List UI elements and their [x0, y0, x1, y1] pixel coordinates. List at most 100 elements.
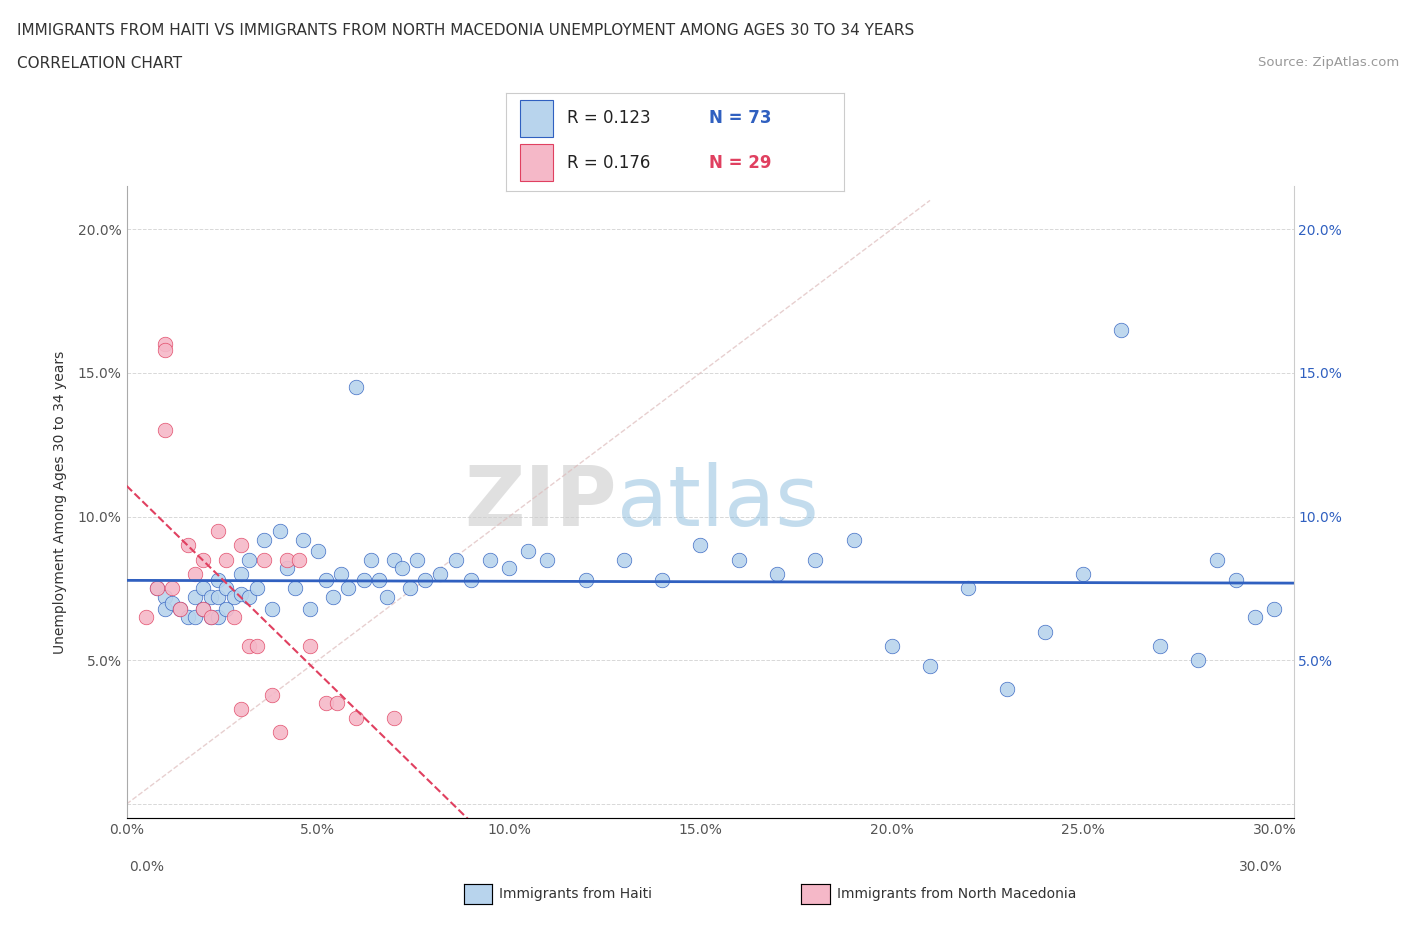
Point: [382, 552, 405, 567]
Point: [153, 601, 176, 616]
Point: [169, 601, 191, 616]
Text: 30.0%: 30.0%: [1239, 860, 1282, 874]
Point: [1225, 572, 1247, 587]
Point: [207, 590, 229, 604]
Point: [276, 561, 298, 576]
Point: [215, 552, 238, 567]
Point: [253, 532, 276, 547]
Point: [146, 581, 169, 596]
Point: [162, 595, 184, 610]
FancyBboxPatch shape: [520, 100, 554, 137]
Point: [315, 572, 337, 587]
Point: [231, 587, 253, 602]
Point: [1244, 610, 1267, 625]
Point: [444, 552, 467, 567]
Point: [406, 552, 429, 567]
Point: [231, 566, 253, 581]
Text: atlas: atlas: [617, 461, 818, 543]
Point: [429, 566, 451, 581]
Point: [880, 639, 903, 654]
Point: [291, 532, 314, 547]
Point: [269, 724, 291, 739]
Point: [344, 711, 367, 725]
Point: [460, 572, 482, 587]
Point: [1187, 653, 1209, 668]
Point: [727, 552, 749, 567]
Text: Immigrants from Haiti: Immigrants from Haiti: [499, 886, 652, 901]
Text: Immigrants from North Macedonia: Immigrants from North Macedonia: [837, 886, 1076, 901]
Point: [299, 639, 322, 654]
Point: [200, 610, 222, 625]
Point: [575, 572, 598, 587]
Point: [766, 566, 789, 581]
Point: [382, 711, 405, 725]
Point: [689, 538, 711, 552]
Point: [135, 610, 157, 625]
Point: [207, 524, 229, 538]
Point: [207, 572, 229, 587]
Point: [353, 572, 375, 587]
Point: [231, 538, 253, 552]
Point: [215, 601, 238, 616]
Point: [191, 601, 214, 616]
Point: [191, 581, 214, 596]
Point: [260, 601, 283, 616]
Point: [375, 590, 398, 604]
Point: [238, 552, 260, 567]
Text: 0.0%: 0.0%: [129, 860, 165, 874]
Text: Source: ZipAtlas.com: Source: ZipAtlas.com: [1258, 56, 1399, 69]
Point: [222, 610, 245, 625]
Point: [413, 572, 436, 587]
Point: [918, 658, 941, 673]
Point: [215, 581, 238, 596]
Point: [536, 552, 558, 567]
Point: [238, 639, 260, 654]
Point: [517, 544, 540, 559]
Point: [329, 566, 352, 581]
Point: [238, 590, 260, 604]
Point: [207, 610, 229, 625]
Point: [153, 337, 176, 352]
Point: [1149, 639, 1171, 654]
Point: [246, 581, 269, 596]
Point: [200, 610, 222, 625]
Y-axis label: Unemployment Among Ages 30 to 34 years: Unemployment Among Ages 30 to 34 years: [52, 351, 66, 654]
Point: [1111, 323, 1133, 338]
Point: [231, 702, 253, 717]
Text: CORRELATION CHART: CORRELATION CHART: [17, 56, 181, 71]
Text: R = 0.123: R = 0.123: [567, 110, 651, 127]
Point: [842, 532, 865, 547]
Point: [1206, 552, 1229, 567]
Point: [222, 590, 245, 604]
Point: [246, 639, 269, 654]
FancyBboxPatch shape: [520, 144, 554, 180]
Point: [326, 696, 349, 711]
Point: [177, 538, 200, 552]
Point: [284, 581, 307, 596]
Point: [177, 610, 200, 625]
Point: [368, 572, 391, 587]
Point: [153, 342, 176, 357]
Point: [1033, 624, 1056, 639]
Text: IMMIGRANTS FROM HAITI VS IMMIGRANTS FROM NORTH MACEDONIA UNEMPLOYMENT AMONG AGES: IMMIGRANTS FROM HAITI VS IMMIGRANTS FROM…: [17, 23, 914, 38]
Point: [299, 601, 322, 616]
Point: [344, 379, 367, 394]
Point: [153, 423, 176, 438]
Text: ZIP: ZIP: [464, 461, 617, 543]
Point: [184, 590, 207, 604]
Point: [337, 581, 360, 596]
Point: [287, 552, 309, 567]
Text: N = 73: N = 73: [709, 110, 770, 127]
Text: R = 0.176: R = 0.176: [567, 154, 650, 172]
Text: N = 29: N = 29: [709, 154, 770, 172]
Point: [307, 544, 329, 559]
Point: [804, 552, 827, 567]
Point: [200, 590, 222, 604]
Point: [191, 601, 214, 616]
Point: [146, 581, 169, 596]
Point: [498, 561, 520, 576]
Point: [153, 590, 176, 604]
Point: [651, 572, 673, 587]
Point: [613, 552, 636, 567]
Point: [398, 581, 420, 596]
